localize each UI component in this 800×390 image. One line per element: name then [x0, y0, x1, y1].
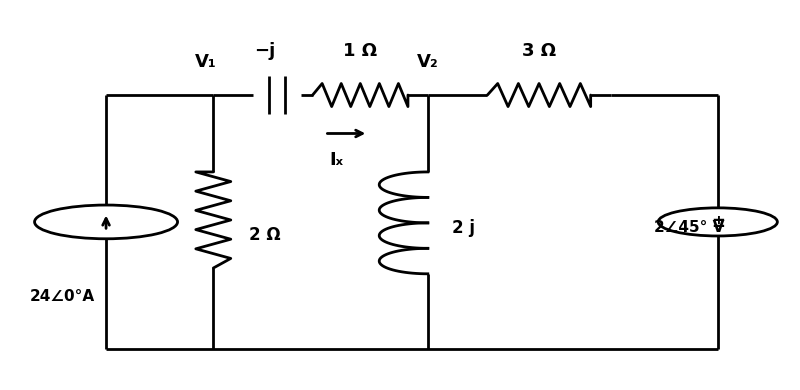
Text: V₁: V₁	[194, 53, 216, 71]
Text: 24∠0°A: 24∠0°A	[30, 289, 95, 304]
Text: −j: −j	[254, 42, 275, 60]
Text: 2∠45° V: 2∠45° V	[654, 220, 725, 235]
Text: Iₓ: Iₓ	[330, 151, 343, 169]
Text: 1 Ω: 1 Ω	[343, 42, 378, 60]
Text: 2 j: 2 j	[452, 219, 474, 237]
Text: 2 Ω: 2 Ω	[249, 226, 281, 245]
Text: V₂: V₂	[417, 53, 438, 71]
Text: 3 Ω: 3 Ω	[522, 42, 556, 60]
Text: ±: ±	[711, 213, 725, 231]
